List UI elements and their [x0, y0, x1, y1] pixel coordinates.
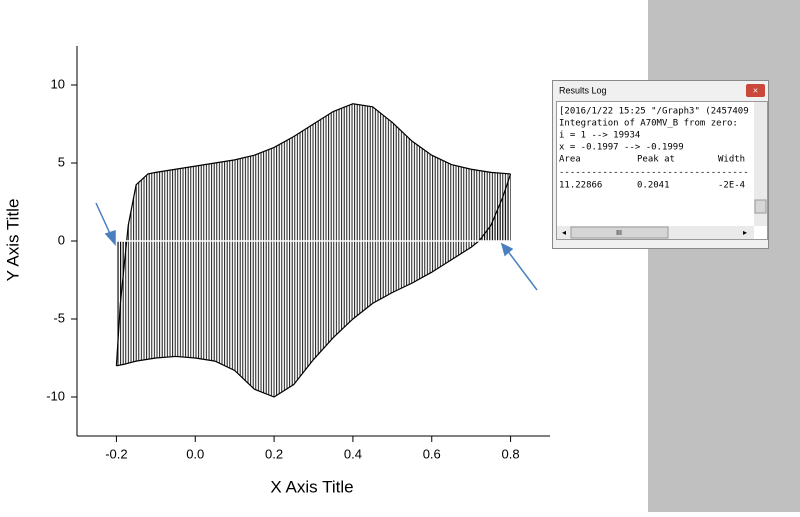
x-tick-label: 0.6 [423, 446, 441, 461]
table-cell: 0.2041 [637, 181, 670, 191]
hatch-area [116, 173, 511, 397]
table-cell: 11.22866 [559, 181, 602, 191]
scroll-left[interactable]: ◂ [562, 228, 566, 237]
y-tick-label: 10 [51, 76, 65, 91]
curve [115, 103, 511, 366]
arrow-head [104, 229, 116, 246]
x-axis-title: X Axis Title [270, 477, 353, 496]
arrow-head [500, 242, 514, 257]
table-header: Width [718, 155, 745, 165]
plot: -0.2 0.0 0.2 0.4 0.6 0.8 -10 -5 0 5 10 [46, 46, 550, 461]
y-tick-label: 0 [58, 232, 65, 247]
x-tick-label: 0.4 [344, 446, 362, 461]
window-title: Results Log [559, 85, 607, 95]
x-tick-label: 0.2 [265, 446, 283, 461]
separator: ----------------------------------- [559, 168, 749, 178]
log-line: Integration of A70MV_B from zero: [559, 119, 738, 129]
hatch-area [116, 103, 511, 366]
y-tick-label: 5 [58, 154, 65, 169]
log-text: [2016/1/22 15:25 "/Graph3" (2457409 Integ… [559, 107, 749, 191]
table-cell: -2E-4 [718, 181, 745, 191]
log-area [556, 101, 768, 240]
h-scroll-thumb[interactable] [570, 226, 669, 239]
close-button[interactable] [746, 84, 765, 97]
arrows [95, 202, 538, 291]
log-line: [2016/1/22 15:25 "/Graph3" (2457409 [559, 107, 749, 117]
y-axis-title: Y Axis Title [3, 199, 22, 282]
y-tick-label: -5 [53, 310, 65, 325]
v-scrollbar[interactable] [754, 102, 767, 226]
results-log-window: Results Log × [2016/1/22 15:25 "/Graph3"… [552, 80, 769, 249]
close-icon: × [753, 85, 758, 95]
v-scroll-thumb[interactable] [754, 199, 767, 214]
scroll-right[interactable]: ▸ [743, 228, 747, 237]
scroll-grip: III [616, 230, 622, 237]
x-tick-label: -0.2 [105, 446, 127, 461]
table-header: Area [559, 155, 581, 165]
side-panel [648, 0, 800, 512]
y-tick-label: -10 [46, 388, 65, 403]
curve [116, 173, 512, 398]
x-tick-label: 0.8 [502, 446, 520, 461]
log-line: x = -0.1997 --> -0.1999 [559, 143, 684, 153]
log-line: i = 1 --> 19934 [559, 131, 640, 141]
arrow [506, 249, 538, 291]
x-tick-label: 0.0 [186, 446, 204, 461]
table-header: Peak at [637, 155, 675, 165]
